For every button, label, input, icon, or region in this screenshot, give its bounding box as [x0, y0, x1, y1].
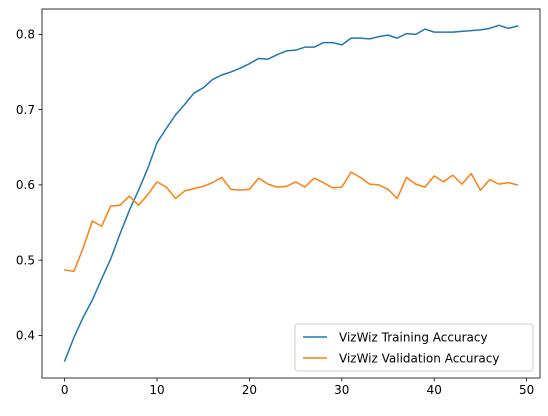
axes-layer: 0 10 20 30 40 50 0.4 0.5 0.6 0.7 0.8 [16, 8, 541, 397]
y-tick-label: 0.8 [16, 28, 35, 42]
x-tick-label: 20 [242, 383, 257, 397]
legend-label: VizWiz Validation Accuracy [339, 352, 499, 366]
series-layer [63, 24, 519, 362]
y-tick-label: 0.4 [16, 329, 35, 343]
series-line-validation-accuracy [63, 171, 519, 273]
series-line-training-accuracy [63, 24, 519, 362]
x-tick-label: 10 [149, 383, 164, 397]
y-tick-label: 0.6 [16, 178, 35, 192]
x-tick-label: 30 [334, 383, 349, 397]
legend-frame [294, 323, 534, 372]
y-tick-label: 0.5 [16, 253, 35, 267]
x-tick-label: 0 [61, 383, 69, 397]
plot-frame [41, 8, 541, 379]
x-tick-label: 50 [519, 383, 534, 397]
legend-label: VizWiz Training Accuracy [339, 331, 488, 345]
x-tick-label: 40 [427, 383, 442, 397]
y-tick-label: 0.7 [16, 103, 35, 117]
legend: VizWiz Training Accuracy VizWiz Validatio… [294, 323, 534, 372]
